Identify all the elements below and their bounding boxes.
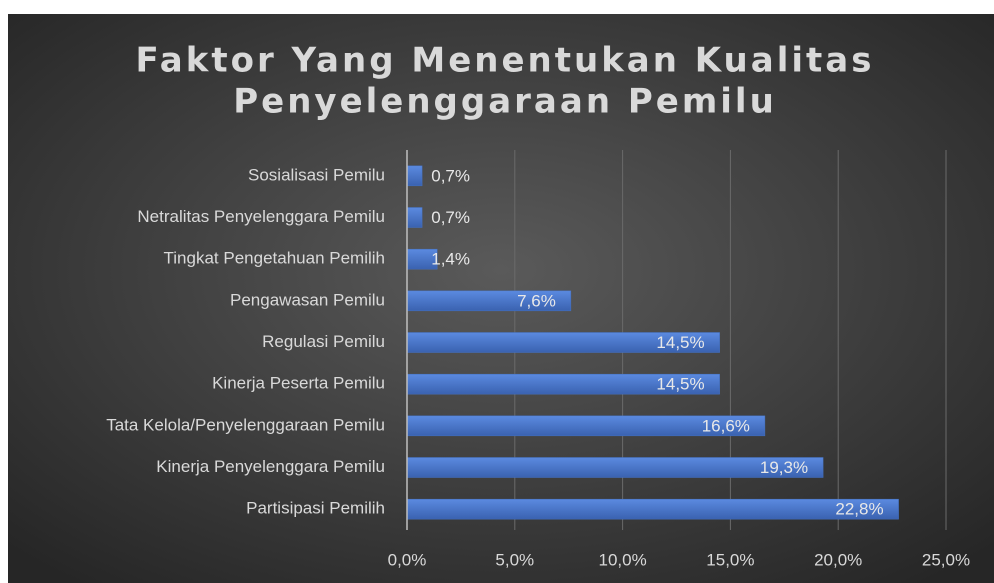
y-tick-label: Netralitas Penyelenggara Pemilu: [137, 207, 385, 226]
x-tick-label: 5,0%: [495, 550, 534, 569]
y-tick-label: Tata Kelola/Penyelenggaraan Pemilu: [106, 415, 385, 434]
data-label: 14,5%: [656, 375, 704, 394]
data-label: 16,6%: [702, 416, 750, 435]
data-label: 0,7%: [431, 166, 470, 185]
bar: [406, 498, 899, 520]
data-label: 0,7%: [431, 208, 470, 227]
y-tick-label: Kinerja Peserta Pemilu: [212, 374, 385, 393]
chart-title: Faktor Yang Menentukan Kualitas: [136, 41, 875, 81]
y-tick-label: Pengawasan Pemilu: [230, 290, 385, 309]
chart-title: Penyelenggaraan Pemilu: [233, 82, 777, 122]
data-label: 1,4%: [431, 250, 470, 269]
data-label: 19,3%: [760, 458, 808, 477]
data-label: 22,8%: [835, 500, 883, 519]
y-tick-label: Kinerja Penyelenggara Pemilu: [156, 457, 385, 476]
data-label: 7,6%: [517, 291, 556, 310]
y-tick-label: Tingkat Pengetahuan Pemilih: [164, 249, 385, 268]
y-tick-label: Regulasi Pemilu: [262, 332, 385, 351]
x-tick-label: 15,0%: [706, 550, 754, 569]
bar: [406, 207, 423, 228]
x-tick-label: 10,0%: [598, 550, 646, 569]
y-tick-label: Sosialisasi Pemilu: [248, 165, 385, 184]
x-tick-label: 25,0%: [922, 550, 970, 569]
data-label: 14,5%: [656, 333, 704, 352]
x-tick-label: 0,0%: [388, 550, 427, 569]
y-tick-label: Partisipasi Pemilih: [246, 499, 385, 518]
bar: [406, 165, 423, 187]
x-tick-label: 20,0%: [814, 550, 862, 569]
